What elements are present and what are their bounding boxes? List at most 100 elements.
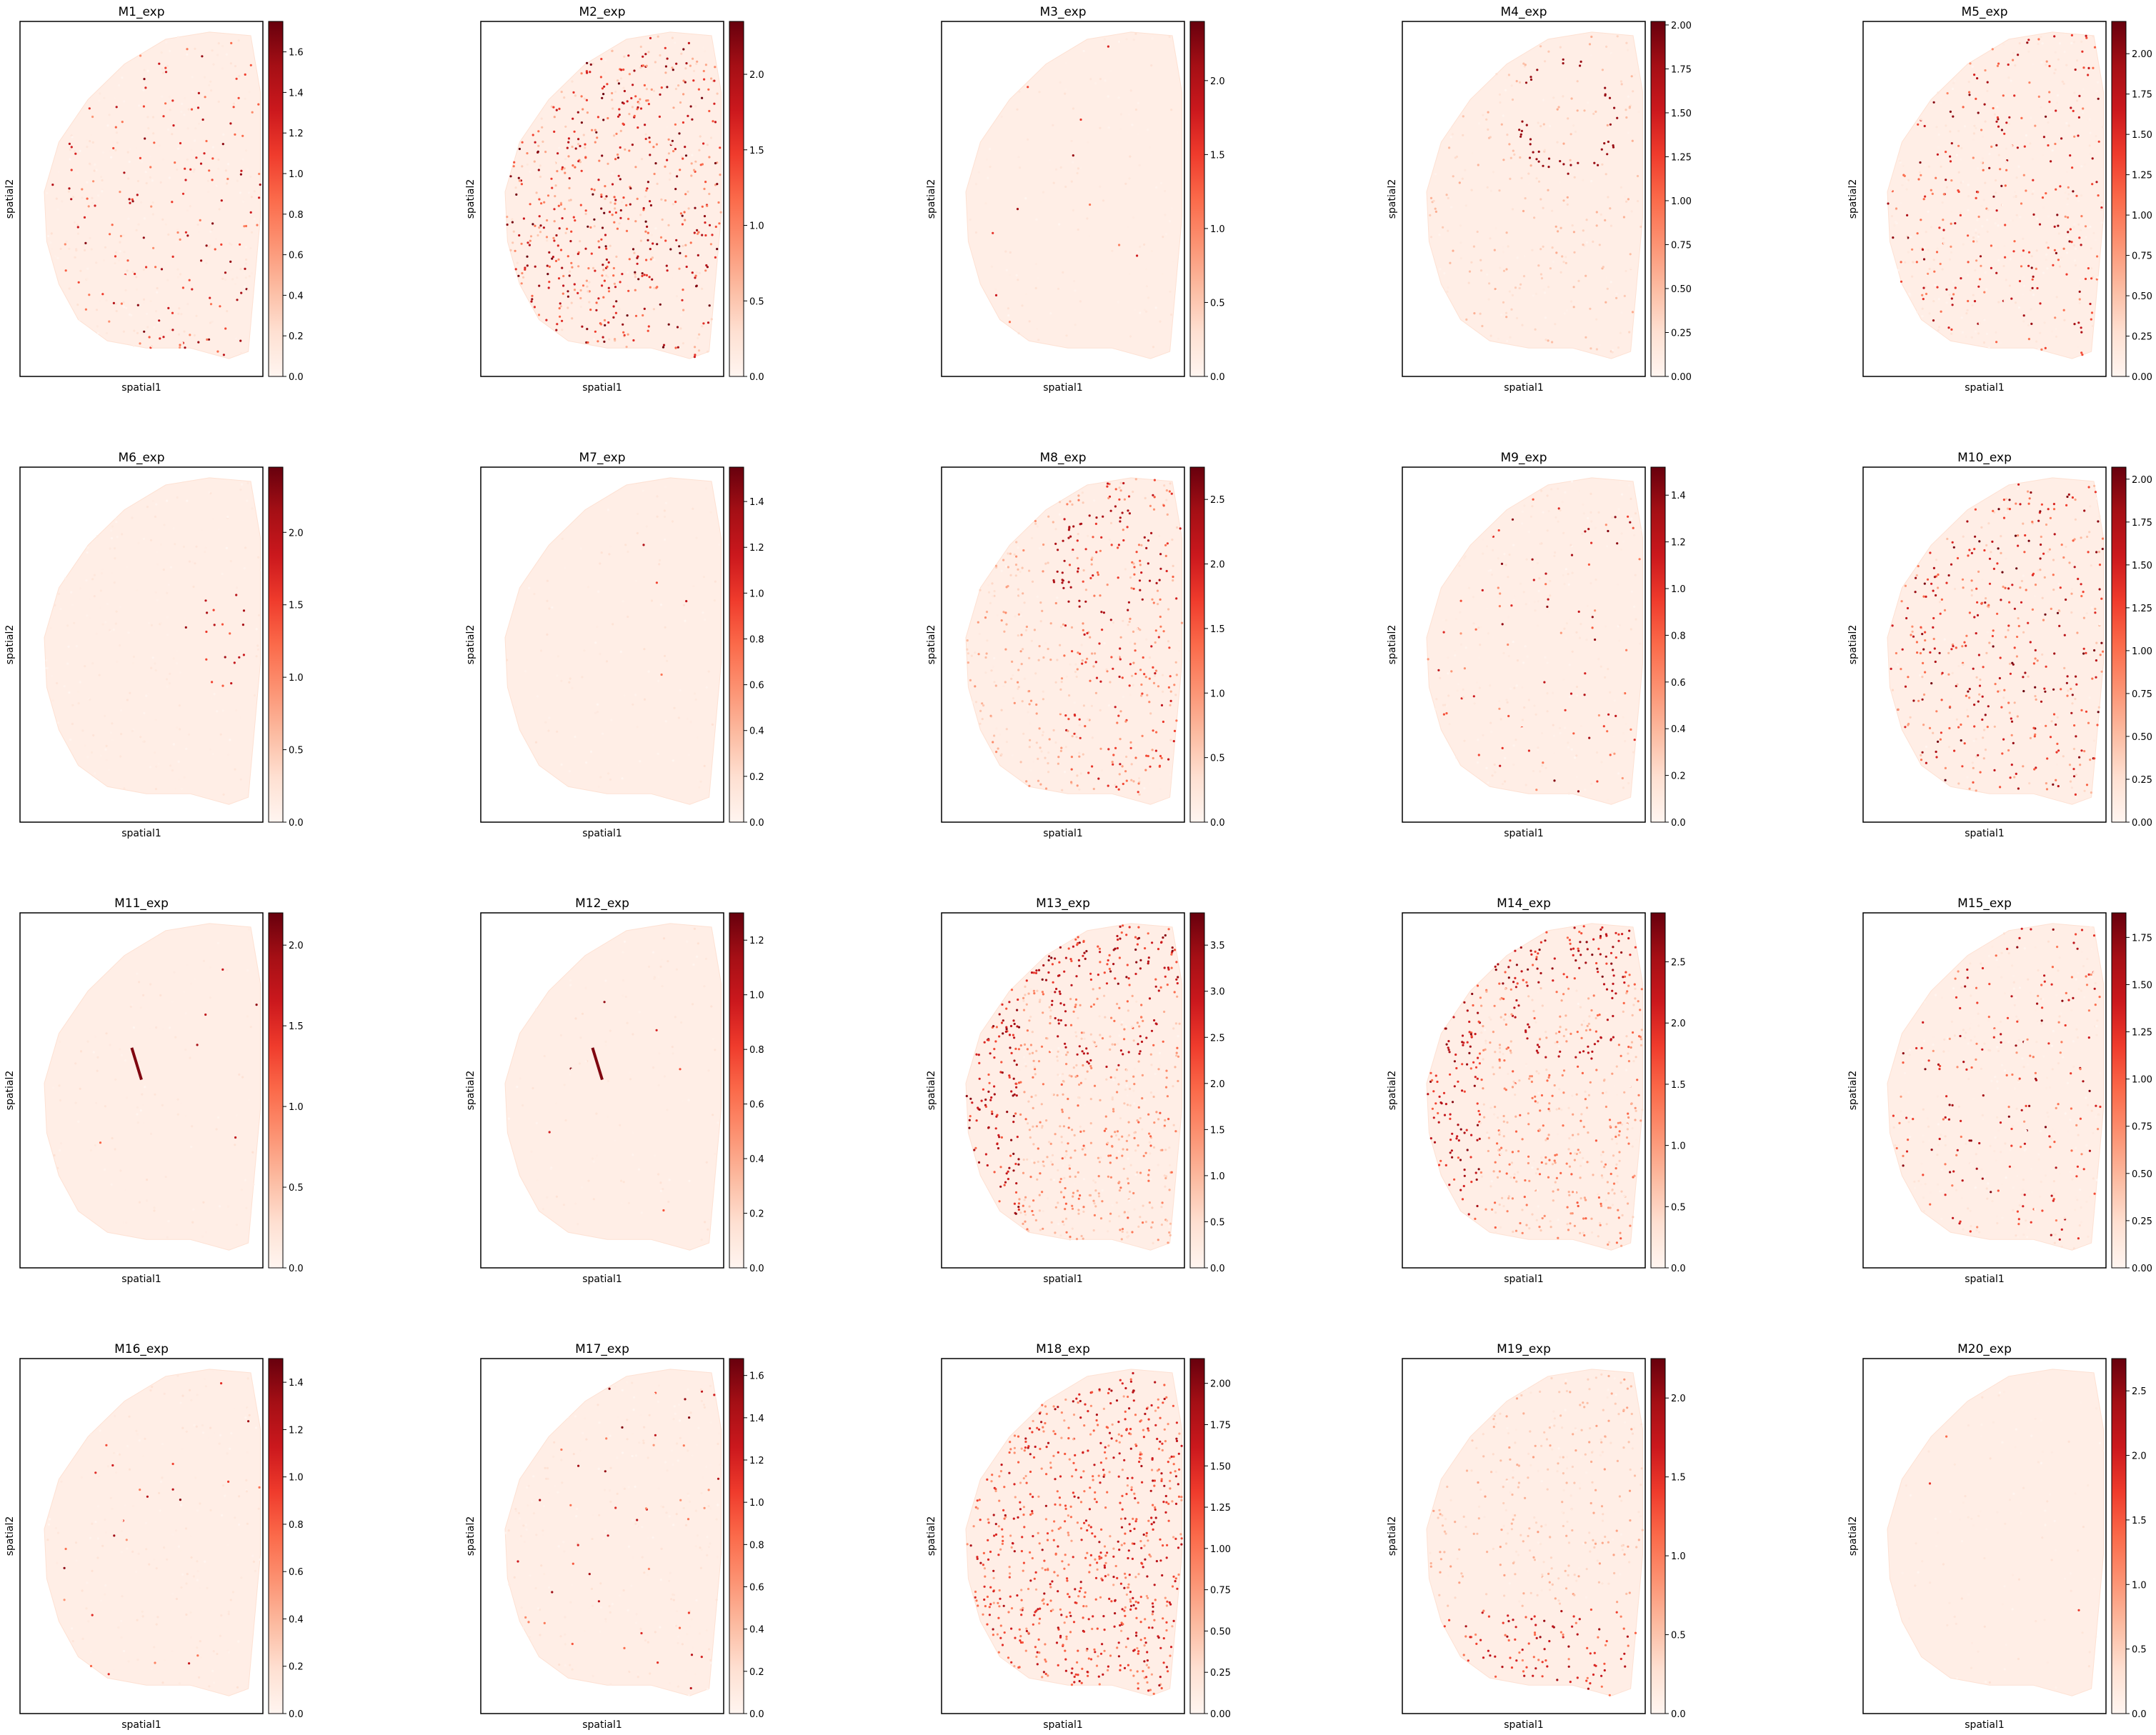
spot [1084,634,1086,636]
spot [159,994,161,996]
panel-title: M5_exp [1962,5,2008,19]
spot [143,331,145,333]
spot [692,79,694,81]
spot [1037,276,1039,279]
spot [1099,748,1102,750]
spot [1979,322,1981,324]
spot [1619,481,1621,484]
spot [1006,1111,1008,1113]
spot [529,1034,531,1036]
spot [71,169,73,171]
x-axis-label: spatial1 [1043,828,1083,839]
spot [1012,1153,1014,1155]
spot [1976,240,1978,242]
spot [1041,1191,1043,1193]
spot [1532,770,1534,772]
spot [581,95,583,97]
spot [1516,743,1518,745]
spot [1622,664,1625,666]
y-axis-label: spatial2 [926,179,937,219]
spot [574,736,576,738]
spot [2052,264,2054,266]
spot [1445,712,1447,714]
spot [1902,165,1905,167]
spot [2080,194,2082,196]
spot [1634,741,1636,743]
spot [239,244,241,246]
spot [94,595,96,597]
spot [635,315,637,317]
spot [1985,714,1987,716]
spot [1975,259,1977,261]
spot [1127,1104,1129,1106]
spot [517,275,519,277]
spot [2048,91,2050,93]
spot [604,324,606,326]
spot [657,680,659,682]
spot [546,239,548,241]
spot [1443,631,1445,634]
spot [1155,306,1157,309]
spot [1603,142,1605,144]
spot [1059,1002,1062,1004]
spot [1062,1111,1064,1113]
spot [1923,246,1925,249]
spot [674,41,676,44]
spot [2094,46,2096,49]
spot [2000,341,2002,344]
spot [1919,161,1921,164]
spot [2007,64,2010,66]
spot [1076,774,1078,776]
spot [601,97,603,99]
panel-title: M7_exp [579,451,626,465]
spot [1532,499,1534,501]
spot [1927,211,1929,213]
spot [559,307,561,309]
spot [1142,656,1144,659]
spot [1175,597,1177,599]
spot [1109,1036,1111,1038]
colorbar [1651,467,1665,822]
spot [653,259,655,261]
spot [1120,113,1122,115]
spot [151,624,153,626]
spot [1029,722,1032,724]
spot [1435,211,1437,213]
spot [65,269,67,271]
spot [1447,672,1449,674]
colorbar-tick-label: 0.8 [749,1045,764,1056]
spot [560,680,562,682]
spot [100,754,102,756]
spot [1920,286,1922,288]
spot [2008,601,2010,604]
spot [158,319,160,321]
spot [1982,696,1984,698]
spot [244,164,246,166]
spot [605,195,607,197]
spot [149,166,151,168]
spot [1071,650,1073,652]
spot [596,301,598,304]
spot [620,1180,622,1182]
spot [1050,622,1052,624]
spot [536,234,539,236]
spot [657,516,659,518]
spot [621,273,623,275]
spot [637,278,639,280]
spot [708,671,710,673]
spot [669,1179,671,1181]
spot [132,200,134,202]
spot [129,148,131,150]
spot [1572,224,1574,226]
spot [236,1224,238,1226]
spot [1137,1021,1139,1024]
colorbar-tick-label: 1.5 [1210,150,1225,161]
spot [1487,111,1489,114]
spot [65,241,67,243]
spot [1504,89,1507,91]
spot [1002,611,1004,613]
spot [1084,601,1087,603]
spot [1523,706,1525,709]
spot [1092,536,1094,538]
y-axis-label: spatial2 [926,625,937,665]
